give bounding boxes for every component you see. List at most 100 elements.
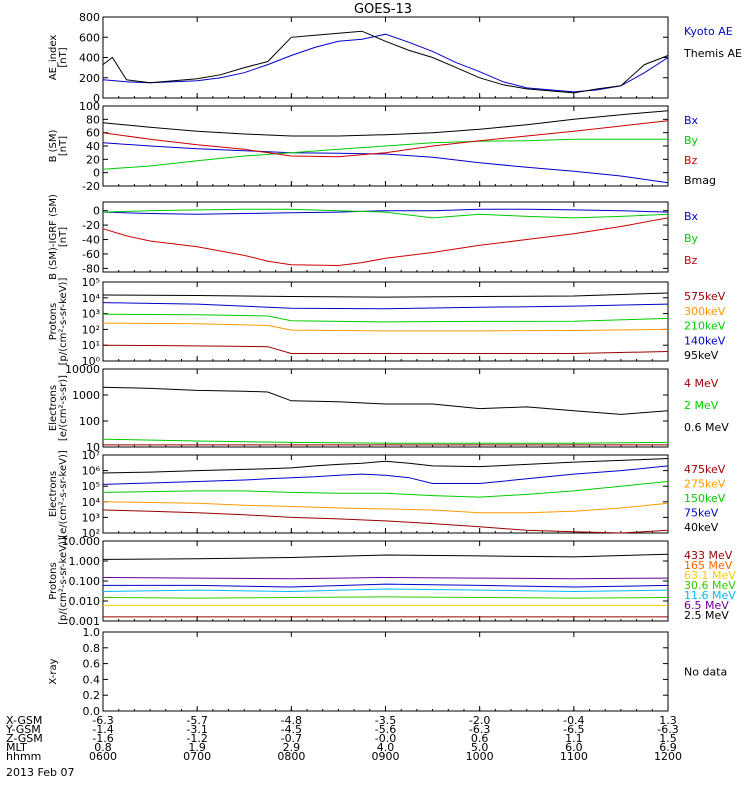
y-tick-label: 10³ <box>82 511 100 524</box>
series-line <box>102 110 669 137</box>
y-tick-label: 10⁵ <box>82 276 100 289</box>
series-line <box>102 322 669 332</box>
legend-label: No data <box>684 666 727 679</box>
legend-label: Bz <box>684 254 698 267</box>
series-line <box>102 208 669 219</box>
y-tick-label: 1000 <box>72 389 100 402</box>
y-tick-label: 60 <box>86 127 100 140</box>
footer-value: 2.9 <box>283 741 301 754</box>
y-tick-label: 0.001 <box>69 615 101 628</box>
y-tick-label: 10² <box>82 527 100 540</box>
y-axis-label: [e/(cm²-s-sr)] <box>58 375 69 441</box>
y-tick-label: 0.010 <box>69 595 101 608</box>
y-axis-label: [p/(cm²-s-sr-keV)] <box>58 278 69 366</box>
legend-label: 11.6 MeV <box>684 589 736 602</box>
panel-frame <box>102 16 669 99</box>
y-tick-label: 40 <box>86 140 100 153</box>
footer-value: 0.8 <box>94 741 112 754</box>
series-line <box>102 208 669 215</box>
legend-label: 30.6 MeV <box>684 579 736 592</box>
y-tick-label: 10² <box>82 323 100 336</box>
footer-value: 4.0 <box>377 741 395 754</box>
series-line <box>102 596 669 599</box>
y-tick-label: 0 <box>93 92 100 105</box>
legend-label: 4 MeV <box>684 377 719 390</box>
footer-value: -1.4 <box>92 723 113 736</box>
y-axis-label: [nT] <box>58 136 69 156</box>
legend-label: Kyoto AE <box>684 25 733 38</box>
legend-label: 575keV <box>684 290 726 303</box>
legend-label: Bz <box>684 154 698 167</box>
series-line <box>102 386 669 415</box>
footer-row-name: Z-GSM <box>6 732 43 745</box>
legend-label: 2 MeV <box>684 399 719 412</box>
figure-title: GOES-13 <box>354 2 412 17</box>
y-tick-label: 10⁵ <box>82 480 100 493</box>
y-tick-label: 10.000 <box>62 535 101 548</box>
y-tick-label: 0.2 <box>83 689 101 702</box>
series-line <box>102 313 669 323</box>
panel-8: 0.0 0.2 0.4 0.6 0.8 1.0 X-ray No data <box>48 626 727 718</box>
series-line <box>102 30 669 94</box>
series-line <box>102 588 669 593</box>
y-axis-label: [e/(cm²-s-sr-keV)] <box>58 450 69 538</box>
y-tick-label: 0.4 <box>83 673 101 686</box>
series-line <box>102 465 669 485</box>
legend-label: 75keV <box>684 507 719 520</box>
y-tick-label: 10⁰ <box>82 355 101 368</box>
legend-label: Themis AE <box>683 47 742 60</box>
y-tick-label: 1.0 <box>83 626 101 639</box>
series-line <box>102 142 669 184</box>
footer-value: 6.0 <box>565 741 583 754</box>
series-line <box>102 501 669 514</box>
footer-value: -6.3 <box>469 723 490 736</box>
series-line <box>102 33 669 93</box>
series-line <box>102 292 669 298</box>
footer-value: 1.1 <box>565 732 583 745</box>
y-axis-label: Protons <box>48 303 59 340</box>
footer-value: -3.5 <box>375 714 396 727</box>
y-tick-label: 10³ <box>82 308 100 321</box>
legend-label: 0.6 MeV <box>684 421 729 434</box>
y-axis-label: [nT] <box>58 47 69 67</box>
y-tick-label: 10¹ <box>82 339 100 352</box>
footer-value: -6.5 <box>563 723 584 736</box>
legend-label: 2.5 MeV <box>684 609 729 622</box>
y-axis-label: X-ray <box>48 658 59 684</box>
y-tick-label: 0.100 <box>69 575 101 588</box>
date-label: 2013 Feb 07 <box>6 766 74 779</box>
y-tick-label: -40 <box>82 234 100 247</box>
y-tick-label: 0 <box>93 205 100 218</box>
legend-label: 300keV <box>684 305 726 318</box>
footer-row-name: hhmm <box>6 750 41 763</box>
series-line <box>102 302 669 310</box>
legend-label: 275keV <box>684 478 726 491</box>
y-tick-label: 10⁴ <box>82 292 101 305</box>
legend-label: 140keV <box>684 334 726 347</box>
y-tick-label: 10 <box>86 441 100 454</box>
footer-value: 0900 <box>372 750 400 763</box>
footer-value: 1100 <box>560 750 588 763</box>
series-line <box>102 344 669 354</box>
footer-value: 0.6 <box>471 732 489 745</box>
y-axis-label: B (SM)-IGRF (SM) <box>48 194 59 280</box>
series-line <box>102 509 669 534</box>
footer-value: -6.3 <box>657 723 678 736</box>
series-line <box>102 120 669 158</box>
y-tick-label: 800 <box>79 11 100 24</box>
legend-label: 40keV <box>684 521 719 534</box>
footer-value: 0600 <box>89 750 117 763</box>
footer-value: -5.6 <box>375 723 396 736</box>
panel-frame <box>102 540 669 622</box>
legend-label: 63.1 MeV <box>684 569 736 582</box>
footer-value: -3.1 <box>186 723 207 736</box>
y-axis-label: Protons <box>48 562 59 599</box>
legend-label: 210keV <box>684 320 726 333</box>
y-tick-label: 1.000 <box>69 555 101 568</box>
y-tick-label: 100 <box>79 100 100 113</box>
panel-3: -80-60-40 -200 B (SM)-IGRF (SM) [nT] Bx By Bz <box>48 194 699 280</box>
panel-frame <box>102 631 669 712</box>
footer-value: 5.0 <box>471 741 489 754</box>
